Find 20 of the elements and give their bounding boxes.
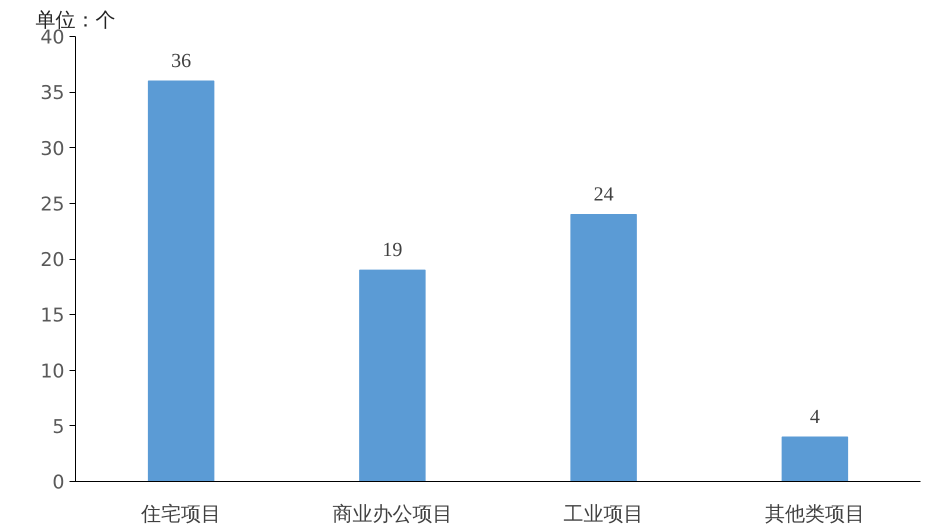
y-tick-label: 5: [52, 416, 65, 438]
x-tick-label: 住宅项目: [140, 502, 222, 526]
x-tick-label: 商业办公项目: [332, 502, 452, 526]
bar: [359, 270, 426, 482]
data-label: 19: [382, 239, 402, 262]
bar: [570, 214, 637, 482]
y-tick-label: 15: [40, 304, 65, 327]
x-tick-label: 工业项目: [564, 502, 644, 526]
data-label: 24: [594, 184, 614, 206]
y-tick-label: 35: [40, 82, 65, 104]
y-tick-label: 25: [40, 193, 65, 216]
bar: [148, 80, 214, 482]
x-tick-label: 其他类项目: [764, 502, 865, 526]
data-label: 36: [171, 50, 192, 72]
y-tick-label: 20: [40, 249, 65, 271]
data-label: 4: [810, 406, 820, 428]
y-tick-label: 0: [52, 472, 65, 494]
bar: [782, 436, 848, 482]
y-tick-label: 10: [40, 360, 65, 382]
y-tick-label: 30: [40, 138, 65, 160]
